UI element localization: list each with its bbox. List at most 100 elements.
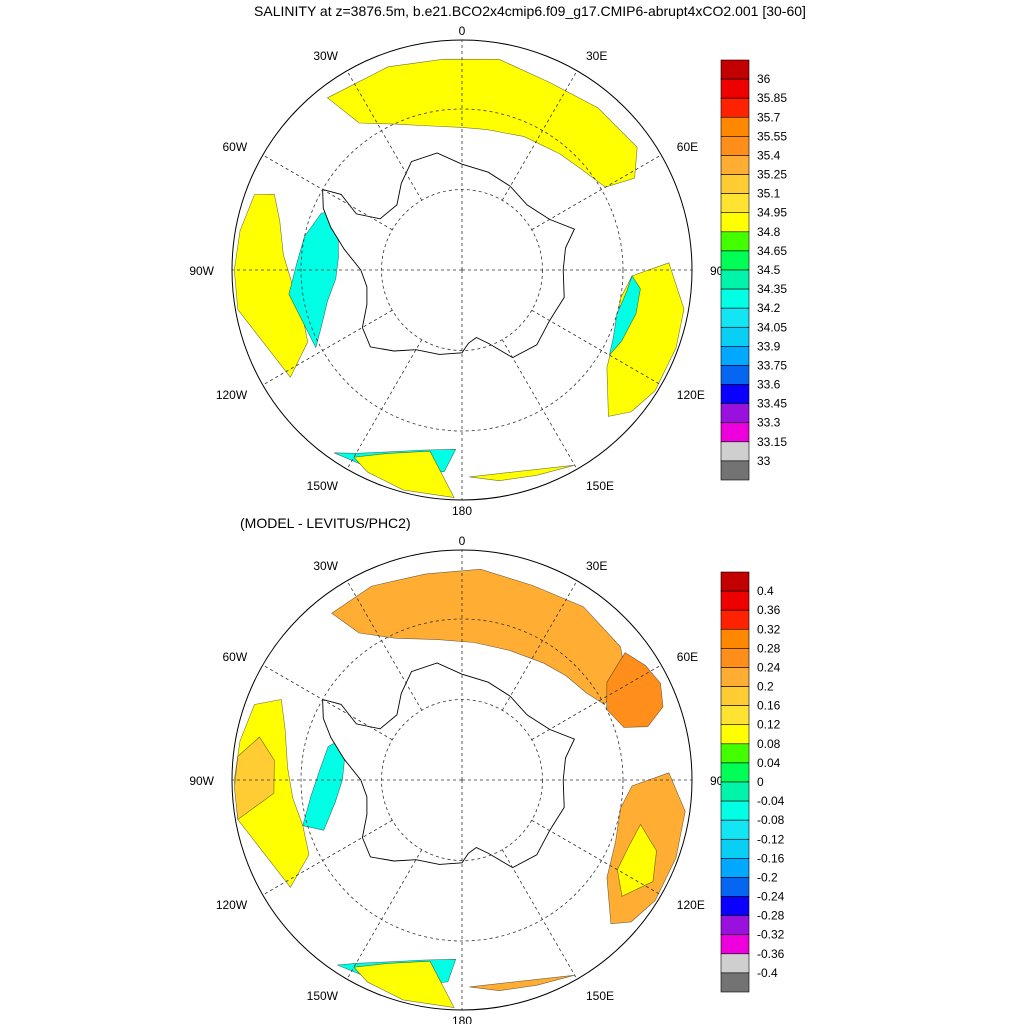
colorbar-tick-label: 33.9 [757, 339, 781, 353]
ocean-region-1 [606, 652, 664, 728]
colorbar-swatch [720, 212, 750, 233]
colorbar-tick-label: 0.16 [757, 699, 781, 713]
colorbar-swatch [720, 422, 750, 443]
colorbar-tick-label: 0.12 [757, 718, 781, 732]
longitude-label: 150E [586, 989, 614, 1003]
ocean-region-7 [609, 275, 641, 356]
ocean-region-6 [353, 960, 455, 1008]
colorbar-tick-label: 35.55 [757, 129, 787, 143]
colorbar-tick-label: 33.6 [757, 378, 781, 392]
meridian-line-1 [501, 580, 578, 711]
longitude-label: 120W [216, 898, 248, 912]
longitude-label: 30W [313, 49, 338, 63]
colorbar-tick-label: 0.28 [757, 641, 781, 655]
colorbar-swatch [720, 896, 750, 916]
colorbar-swatch [720, 250, 750, 271]
colorbar-tick-label: -0.4 [757, 966, 778, 980]
colorbar-swatch [720, 365, 750, 385]
longitude-label: 150W [307, 479, 339, 493]
meridian-line-11 [346, 70, 423, 201]
colorbar-swatch [720, 628, 750, 649]
ocean-region-7 [469, 974, 575, 992]
colorbar-tick-label: 35.1 [757, 187, 781, 201]
longitude-label: 90W [189, 774, 214, 788]
longitude-label: 120W [216, 388, 248, 402]
colorbar-swatch [720, 915, 750, 936]
colorbar-tick-label: 33.3 [757, 416, 781, 430]
colorbar-tick-label: -0.12 [757, 832, 785, 846]
longitude-label: 0 [459, 534, 466, 548]
colorbar-tick-label: 35.4 [757, 149, 781, 163]
colorbar-swatch [720, 743, 750, 764]
colorbar-tick-label: 34.05 [757, 320, 787, 334]
longitude-label: 90W [189, 264, 214, 278]
map-boundary-circle [231, 39, 693, 501]
colorbar-tick-label: 35.7 [757, 110, 781, 124]
colorbar-swatch [720, 953, 750, 974]
latitude-circle-1 [300, 108, 624, 432]
colorbar-tick-label: -0.08 [757, 813, 785, 827]
colorbar-swatch [720, 97, 750, 118]
meridian-line-1 [501, 70, 578, 201]
colorbar-swatch [720, 460, 750, 481]
colorbar-swatch [720, 819, 750, 840]
meridian-line-4 [531, 819, 662, 896]
colorbar-swatch [720, 346, 750, 366]
meridian-line-11 [346, 580, 423, 711]
difference-colorbar: 0.4 0.36 0.32 0.28 0.24 0.2 0.16 0.12 0.08 0.04 0 -… [720, 571, 785, 993]
map-boundary-circle [231, 549, 693, 1011]
meridian-line-10 [262, 154, 393, 231]
colorbar-tick-label: 33.45 [757, 397, 787, 411]
colorbar-tick-label: 0.24 [757, 661, 781, 675]
colorbar-swatch [720, 59, 750, 80]
ocean-region-1 [233, 193, 309, 378]
colorbar-tick-label: 35.85 [757, 91, 787, 105]
colorbar-tick-label: -0.32 [757, 928, 785, 942]
colorbar-swatch [720, 648, 750, 668]
longitude-label: 60E [677, 140, 698, 154]
colorbar-swatch [720, 705, 750, 726]
colorbar-tick-label: 34.5 [757, 263, 781, 277]
ocean-region-4 [353, 450, 455, 498]
difference-subtitle: (MODEL - LEVITUS/PHC2) [240, 515, 411, 531]
ocean-region-3 [234, 736, 275, 821]
colorbar-tick-label: -0.04 [757, 794, 785, 808]
colorbar-swatch [720, 288, 750, 309]
meridian-line-7 [346, 849, 423, 980]
longitude-label: 30W [313, 559, 338, 573]
colorbar-tick-label: 0.32 [757, 622, 781, 636]
colorbar-tick-label: -0.2 [757, 871, 778, 885]
colorbar-swatch [720, 609, 750, 630]
colorbar-swatch [720, 686, 750, 706]
colorbar-swatch [720, 231, 750, 252]
longitude-label: 0 [459, 24, 466, 38]
longitude-label: 120E [677, 898, 705, 912]
colorbar-tick-label: -0.24 [757, 890, 785, 904]
colorbar-tick-label: 33 [757, 454, 771, 468]
colorbar-swatch [720, 174, 750, 194]
colorbar-swatch [720, 858, 750, 878]
longitude-label: 30E [586, 559, 607, 573]
colorbar-swatch [720, 877, 750, 897]
colorbar-swatch [720, 724, 750, 745]
colorbar-swatch [720, 571, 750, 592]
colorbar-tick-label: 36 [757, 72, 771, 86]
longitude-label: 150W [307, 989, 339, 1003]
meridian-line-5 [501, 339, 578, 470]
colorbar-tick-label: 33.15 [757, 435, 787, 449]
longitude-label: 60W [223, 140, 248, 154]
meridian-line-2 [531, 154, 662, 231]
ocean-region-0 [326, 58, 638, 188]
colorbar-tick-label: -0.36 [757, 947, 785, 961]
colorbar-swatch [720, 136, 750, 156]
colorbar-tick-label: 34.8 [757, 225, 781, 239]
colorbar-tick-label: 0.2 [757, 680, 774, 694]
colorbar-tick-label: 0.4 [757, 584, 774, 598]
ocean-region-0 [331, 568, 627, 705]
figure-title: SALINITY at z=3876.5m, b.e21.BCO2x4cmip6… [254, 3, 806, 19]
colorbar-swatch [720, 667, 750, 687]
colorbar-swatch [720, 838, 750, 859]
ocean-region-5 [469, 464, 575, 482]
colorbar-swatch [720, 269, 750, 290]
